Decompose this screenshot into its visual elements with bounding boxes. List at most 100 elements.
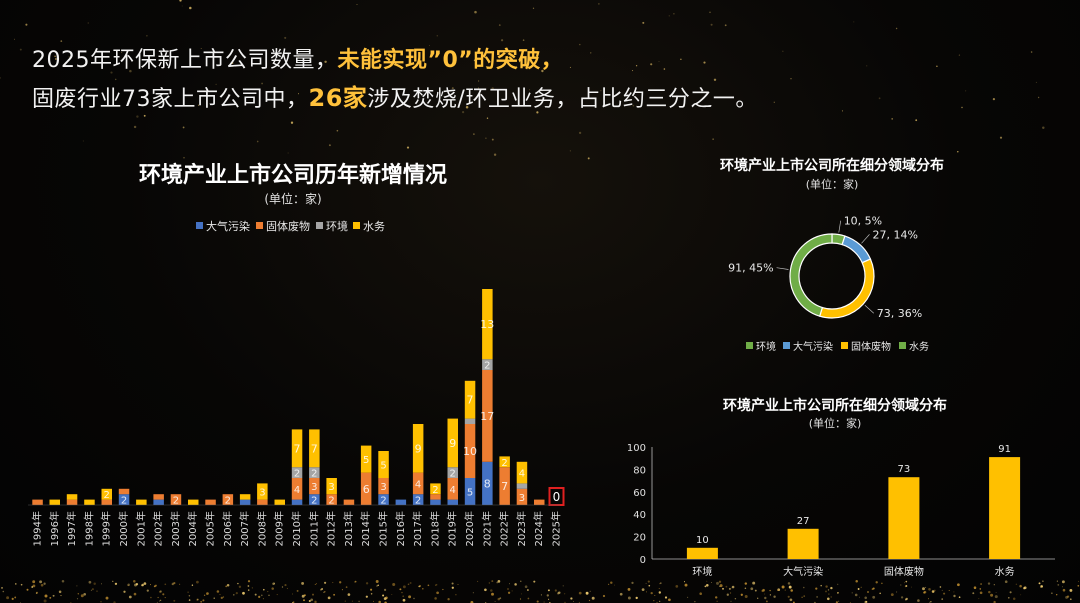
glitter-dot <box>1019 584 1022 588</box>
glitter-dot <box>905 597 908 601</box>
glitter-dot <box>943 592 946 595</box>
bar-value-label: 7 <box>311 442 318 455</box>
glitter-dot <box>740 593 743 596</box>
glitter-dot <box>153 585 156 588</box>
legend-label: 固体废物 <box>266 219 310 233</box>
glitter-dot <box>932 591 934 593</box>
star-dot <box>724 24 727 27</box>
glitter-dot <box>857 588 860 590</box>
star-dot <box>473 133 475 135</box>
bar-chart-title: 环境产业上市公司所在细分领域分布 <box>723 397 947 414</box>
glitter-dot <box>88 580 92 584</box>
legend-label: 环境 <box>756 340 776 353</box>
x-tick-label: 2009年 <box>273 511 286 546</box>
x-tick-label: 2021年 <box>480 511 493 546</box>
bar-segment <box>464 380 476 419</box>
donut-slice <box>789 233 833 317</box>
main-chart-subtitle: (单位：家) <box>264 191 321 206</box>
glitter-dot <box>32 580 36 584</box>
star-dot <box>891 118 894 120</box>
glitter-dot <box>488 582 490 584</box>
star-dot <box>290 121 294 124</box>
glitter-dot <box>904 585 907 588</box>
bar-value-label: 10 <box>696 535 709 546</box>
glitter-dot <box>990 593 994 597</box>
glitter-dot <box>149 584 152 586</box>
bar-value-label: 7 <box>501 480 508 493</box>
glitter-dot <box>383 588 387 592</box>
glitter-dot <box>434 597 437 600</box>
glitter-dot <box>896 591 898 593</box>
legend-swatch <box>256 222 263 229</box>
star-dot <box>501 39 504 42</box>
glitter-dot <box>879 592 881 595</box>
bar-segment <box>222 494 234 505</box>
glitter-dot <box>1056 594 1058 596</box>
star-dot <box>895 27 898 30</box>
bar-chart-subtitle: (单位：家) <box>809 416 862 430</box>
bar-value-label: 2 <box>380 496 386 507</box>
glitter-dot <box>44 594 48 598</box>
x-tick-label: 2005年 <box>204 511 217 546</box>
y-tick-label: 100 <box>627 443 646 454</box>
glitter-dot <box>235 591 238 595</box>
glitter-dot <box>900 596 904 599</box>
glitter-dot <box>864 596 867 600</box>
glitter-dot <box>972 592 975 595</box>
bar-value-label: 4 <box>450 485 456 496</box>
bar-segment <box>464 418 476 424</box>
glitter-dot <box>979 588 982 590</box>
glitter-dot <box>953 591 955 593</box>
star-dot <box>965 90 967 92</box>
glitter-dot <box>442 588 444 591</box>
x-tick-label: 2022年 <box>498 511 511 546</box>
bar-segment <box>309 467 320 478</box>
glitter-dot <box>251 587 253 589</box>
glitter-dot <box>825 590 827 593</box>
glitter-dot <box>447 598 450 601</box>
glitter-dot <box>171 583 174 586</box>
glitter-dot <box>496 581 499 584</box>
bar-value-label: 6 <box>363 483 370 496</box>
glitter-dot <box>645 591 648 593</box>
bar-value-label: 5 <box>380 461 386 472</box>
glitter-dot <box>292 593 293 595</box>
glitter-dot <box>159 591 161 593</box>
glitter-dot <box>49 596 52 599</box>
glitter-dot <box>494 600 496 602</box>
x-tick-label: 2016年 <box>394 511 407 546</box>
glitter-dot <box>323 591 325 593</box>
bar-segment <box>412 472 424 495</box>
donut-data-labels: 10, 5%27, 14% 73, 36% 91, 45% <box>728 215 922 321</box>
x-tick-label: 2015年 <box>377 511 390 546</box>
glitter-dot <box>922 587 925 591</box>
glitter-dot <box>135 583 139 586</box>
bar-segment <box>482 289 493 360</box>
star-dot <box>878 97 881 100</box>
star-dot <box>1042 126 1045 130</box>
bar <box>888 477 920 559</box>
x-tick-label: 1997年 <box>65 511 78 546</box>
glitter-dot <box>100 601 102 603</box>
x-tick-label: 2011年 <box>307 511 320 546</box>
glitter-dot <box>777 588 781 592</box>
glitter-dot <box>321 588 324 590</box>
star-dot <box>485 137 487 139</box>
x-tick-label: 1999年 <box>100 511 113 546</box>
glitter-dot <box>455 594 457 596</box>
glitter-dot <box>925 586 927 588</box>
star-dot <box>680 58 682 60</box>
donut-slices <box>789 233 875 319</box>
glitter-dot <box>271 587 274 590</box>
star-dot <box>782 50 784 52</box>
glitter-dot <box>339 581 342 584</box>
bar-segment <box>118 494 130 505</box>
star-dot <box>658 61 660 62</box>
x-tick-label: 2010年 <box>290 511 303 546</box>
glitter-dot <box>392 583 396 586</box>
glitter-dot <box>128 595 132 599</box>
headline-line-2-text: 固废行业73家上市公司中， <box>32 87 309 112</box>
glitter-dot <box>570 597 573 600</box>
bar-segment <box>447 499 458 505</box>
glitter-dot <box>1062 588 1066 592</box>
